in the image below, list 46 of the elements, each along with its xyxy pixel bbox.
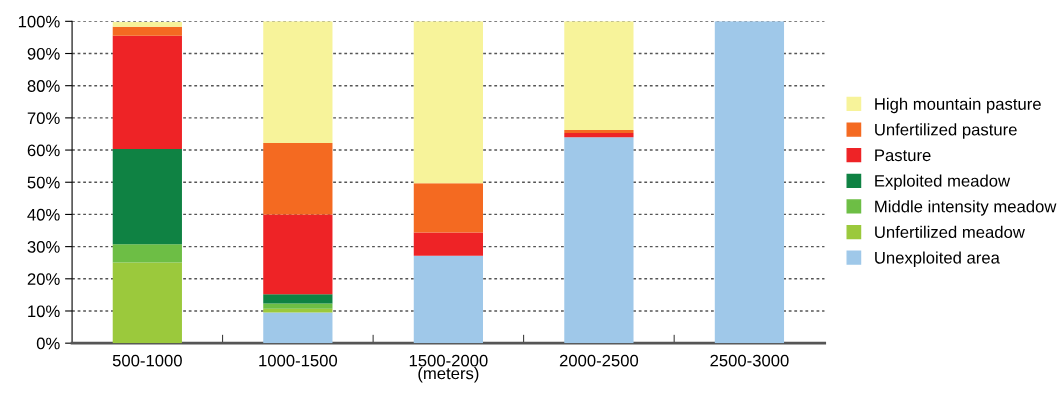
y-tick-label: 20%: [27, 273, 60, 285]
bar: [564, 130, 634, 133]
legend-label: Unfertilized meadow: [875, 225, 1025, 239]
y-tick-label: 0%: [36, 337, 60, 350]
x-tick-label: 500-1000: [112, 354, 182, 367]
bar: [413, 183, 483, 233]
bar: [263, 214, 333, 295]
bar: [564, 21, 634, 131]
y-tick-label: 70%: [27, 112, 60, 125]
bar: [112, 149, 182, 245]
y-tick-label: 100%: [18, 15, 60, 28]
bar: [714, 21, 785, 344]
y-tick-label: 10%: [28, 305, 60, 318]
x-tick-label: 1000-1500: [259, 354, 338, 367]
bar: [112, 35, 182, 150]
legend-label: Pasture: [875, 149, 931, 162]
bar: [263, 303, 333, 309]
bar: [263, 308, 333, 313]
legend-label: High mountain pasture: [875, 97, 1041, 114]
bar: [112, 244, 182, 263]
y-tick-label: 80%: [27, 80, 60, 92]
legend-label: Middle intensity meadow: [875, 200, 1057, 216]
y-tick-label: 50%: [27, 176, 60, 189]
bar: [564, 137, 634, 344]
bar: [112, 21, 182, 27]
bar: [263, 21, 333, 143]
x-tick-label: 2000-2500: [559, 354, 639, 367]
legend-label: Unfertilized pasture: [875, 123, 1017, 139]
legend-label: Unexploited area: [875, 251, 1000, 267]
bar: [413, 21, 483, 184]
legend-label: Exploited meadow: [875, 174, 1011, 191]
y-tick-label: 90%: [27, 47, 60, 60]
x-tick-label: 1500-2000: [409, 354, 488, 367]
bar: [413, 255, 483, 344]
bar: [263, 312, 333, 344]
y-tick-label: 60%: [27, 144, 60, 157]
bar: [564, 133, 634, 138]
bar: [263, 142, 333, 215]
y-tick-label: 30%: [27, 241, 60, 253]
x-tick-label: 2500-3000: [710, 354, 789, 367]
bar: [263, 294, 333, 304]
bar: [112, 26, 182, 36]
bar: [112, 262, 182, 344]
x-axis-title: (meters): [418, 367, 479, 383]
y-tick-label: 40%: [27, 208, 60, 221]
bar: [413, 232, 483, 256]
